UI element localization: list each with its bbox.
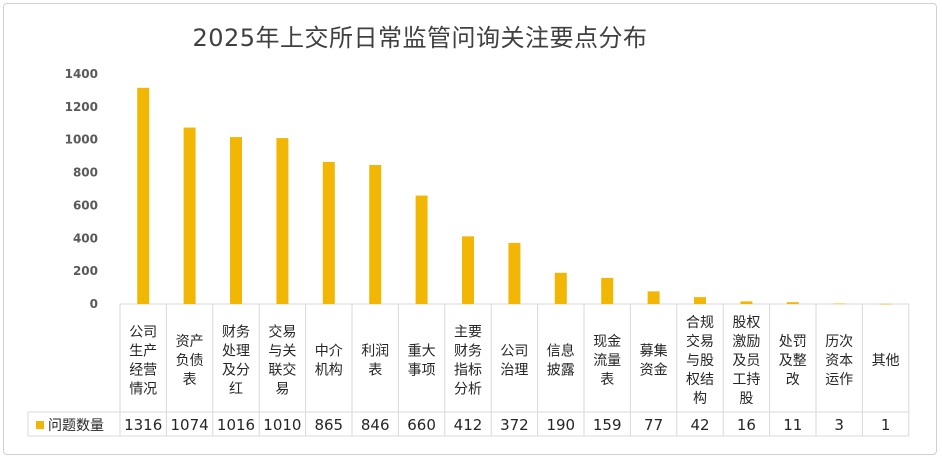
data-value-label: 1074 [171, 416, 209, 434]
bar [137, 87, 150, 304]
y-tick-label: 200 [73, 264, 98, 278]
y-tick-label: 800 [73, 166, 98, 180]
category-label: 资产负债表 [176, 334, 204, 388]
bar [276, 138, 289, 304]
bar [554, 272, 567, 304]
y-tick-label: 0 [90, 297, 98, 311]
data-value-label: 372 [500, 416, 529, 434]
data-value-label: 660 [407, 416, 436, 434]
y-tick-label: 400 [73, 231, 98, 245]
category-label: 公司生产经营情况 [129, 325, 157, 398]
data-value-label: 412 [454, 416, 483, 434]
category-label: 股权激励及员工持股 [732, 315, 760, 407]
category-label: 处罚及整改 [779, 334, 807, 388]
bar [647, 291, 660, 304]
chart-title: 2025年上交所日常监管问询关注要点分布 [192, 24, 648, 52]
category-label: 利润表 [361, 344, 389, 379]
data-value-label: 77 [644, 416, 663, 434]
data-value-label: 1316 [124, 416, 162, 434]
data-value-label: 1 [881, 416, 891, 434]
bar [462, 236, 474, 304]
category-label: 合规交易与股权结构 [686, 315, 714, 407]
bar [322, 161, 335, 304]
bar [601, 277, 614, 304]
category-label: 交易与关联交易 [268, 324, 296, 398]
category-label: 现金流量表 [593, 334, 621, 388]
data-value-label: 11 [783, 416, 802, 434]
data-value-label: 846 [361, 416, 390, 434]
bar [833, 303, 846, 305]
data-value-label: 16 [737, 416, 756, 434]
data-value-label: 190 [546, 416, 575, 434]
bar [694, 297, 706, 304]
legend-label: 问题数量 [48, 418, 104, 434]
bar [183, 127, 196, 304]
data-value-label: 1016 [217, 416, 255, 434]
data-value-label: 865 [314, 416, 343, 434]
data-value-label: 159 [593, 416, 622, 434]
bar [740, 301, 753, 304]
bar [415, 195, 428, 304]
data-value-label: 3 [834, 416, 844, 434]
bar [369, 165, 382, 304]
category-label: 重大事项 [408, 344, 436, 379]
y-tick-label: 1000 [65, 133, 98, 147]
y-tick-label: 600 [73, 198, 98, 212]
legend-swatch [36, 421, 44, 429]
category-label: 其他 [872, 353, 900, 369]
y-tick-label: 1400 [65, 67, 98, 81]
category-label: 主要财务指标分析 [454, 325, 482, 398]
bar [786, 302, 799, 304]
category-label: 募集资金 [640, 343, 668, 379]
category-label: 信息披露 [547, 343, 575, 379]
category-label: 公司治理 [500, 344, 528, 379]
bar [879, 303, 892, 305]
bar [230, 137, 242, 304]
bar [508, 242, 521, 304]
y-tick-label: 1200 [65, 100, 98, 114]
category-label: 中介机构 [315, 344, 343, 379]
category-label: 财务处理及分红 [222, 325, 250, 398]
data-value-label: 42 [690, 416, 709, 434]
data-value-label: 1010 [263, 416, 301, 434]
category-label: 历次资本运作 [825, 334, 853, 388]
chart-frame [3, 3, 937, 455]
